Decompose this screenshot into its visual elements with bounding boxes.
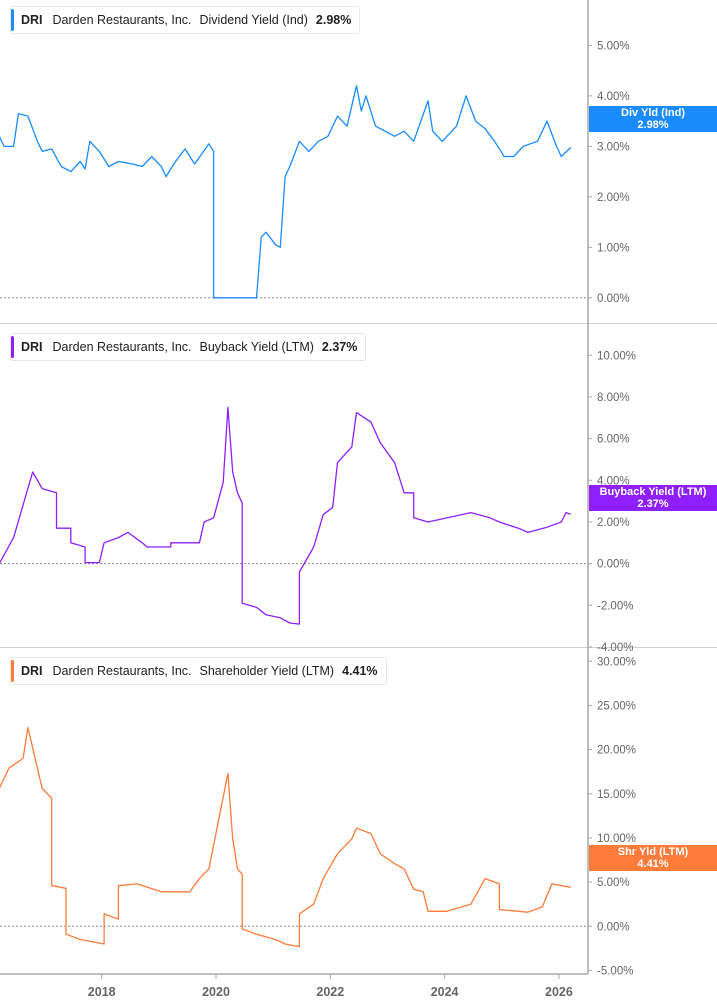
y-tick-label: 15.00% (597, 789, 636, 801)
y-tick-label: 5.00% (597, 877, 630, 889)
y-tick-label: 0.00% (597, 559, 630, 571)
badge-shareholder-yield: Shr Yld (LTM) 4.41% (589, 845, 717, 871)
y-tick-label: -5.00% (597, 965, 633, 977)
y-tick-label: 6.00% (597, 434, 630, 446)
badge-value: 2.37% (637, 498, 669, 510)
x-tick-label: 2018 (88, 985, 116, 999)
legend-color-bar (11, 336, 14, 358)
y-tick-label: 4.00% (597, 475, 630, 487)
badge-label: Div Yld (Ind) (621, 107, 685, 119)
y-tick-label: 5.00% (597, 40, 630, 52)
y-tick-label: 20.00% (597, 745, 636, 757)
legend-ticker: DRI (21, 13, 43, 27)
x-tick-label: 2020 (202, 985, 230, 999)
badge-value: 2.98% (637, 119, 669, 131)
y-tick-label: 25.00% (597, 700, 636, 712)
x-tick-label: 2022 (316, 985, 344, 999)
legend-color-bar (11, 9, 14, 31)
y-tick-label: 2.00% (597, 192, 630, 204)
y-tick-label: 30.00% (597, 656, 636, 668)
legend-company: Darden Restaurants, Inc. (52, 13, 192, 27)
badge-label: Shr Yld (LTM) (617, 846, 689, 858)
badge-buyback-yield: Buyback Yield (LTM) 2.37% (589, 485, 717, 511)
legend-ticker: DRI (21, 340, 43, 354)
legend-company: Darden Restaurants, Inc. (52, 340, 192, 354)
legend-metric: Shareholder Yield (LTM) (199, 664, 335, 678)
y-tick-label: -2.00% (597, 600, 633, 612)
badge-dividend-yield: Div Yld (Ind) 2.98% (589, 106, 717, 132)
badge-label: Buyback Yield (LTM) (599, 486, 707, 498)
y-tick-label: 0.00% (597, 293, 630, 305)
legend-value: 4.41% (342, 664, 378, 678)
series-line-dividend-yield-ind- (0, 85, 572, 299)
badge-value: 4.41% (637, 858, 669, 870)
legend-metric: Dividend Yield (Ind) (199, 13, 308, 27)
legend-color-bar (11, 660, 14, 682)
y-tick-label: 10.00% (597, 833, 636, 845)
y-tick-label: -4.00% (597, 642, 633, 654)
legend-value: 2.98% (315, 13, 352, 27)
y-tick-label: 8.00% (597, 392, 630, 404)
y-tick-label: 10.00% (597, 350, 636, 362)
legend-shareholder-yield: DRI Darden Restaurants, Inc. Shareholder… (10, 657, 387, 685)
y-tick-label: 1.00% (597, 242, 630, 254)
series-line-buyback-yield-ltm- (0, 406, 572, 625)
y-tick-label: 4.00% (597, 91, 630, 103)
y-tick-label: 3.00% (597, 141, 630, 153)
legend-dividend-yield: DRI Darden Restaurants, Inc. Dividend Yi… (10, 6, 361, 34)
legend-ticker: DRI (21, 664, 43, 678)
x-tick-label: 2026 (545, 985, 573, 999)
legend-buyback-yield: DRI Darden Restaurants, Inc. Buyback Yie… (10, 333, 367, 361)
legend-metric: Buyback Yield (LTM) (199, 340, 314, 354)
series-line-shareholder-yield-ltm- (0, 726, 571, 948)
y-tick-label: 2.00% (597, 517, 630, 529)
legend-company: Darden Restaurants, Inc. (52, 664, 192, 678)
x-tick-label: 2024 (431, 985, 459, 999)
y-tick-label: 0.00% (597, 921, 630, 933)
legend-value: 2.37% (321, 340, 358, 354)
